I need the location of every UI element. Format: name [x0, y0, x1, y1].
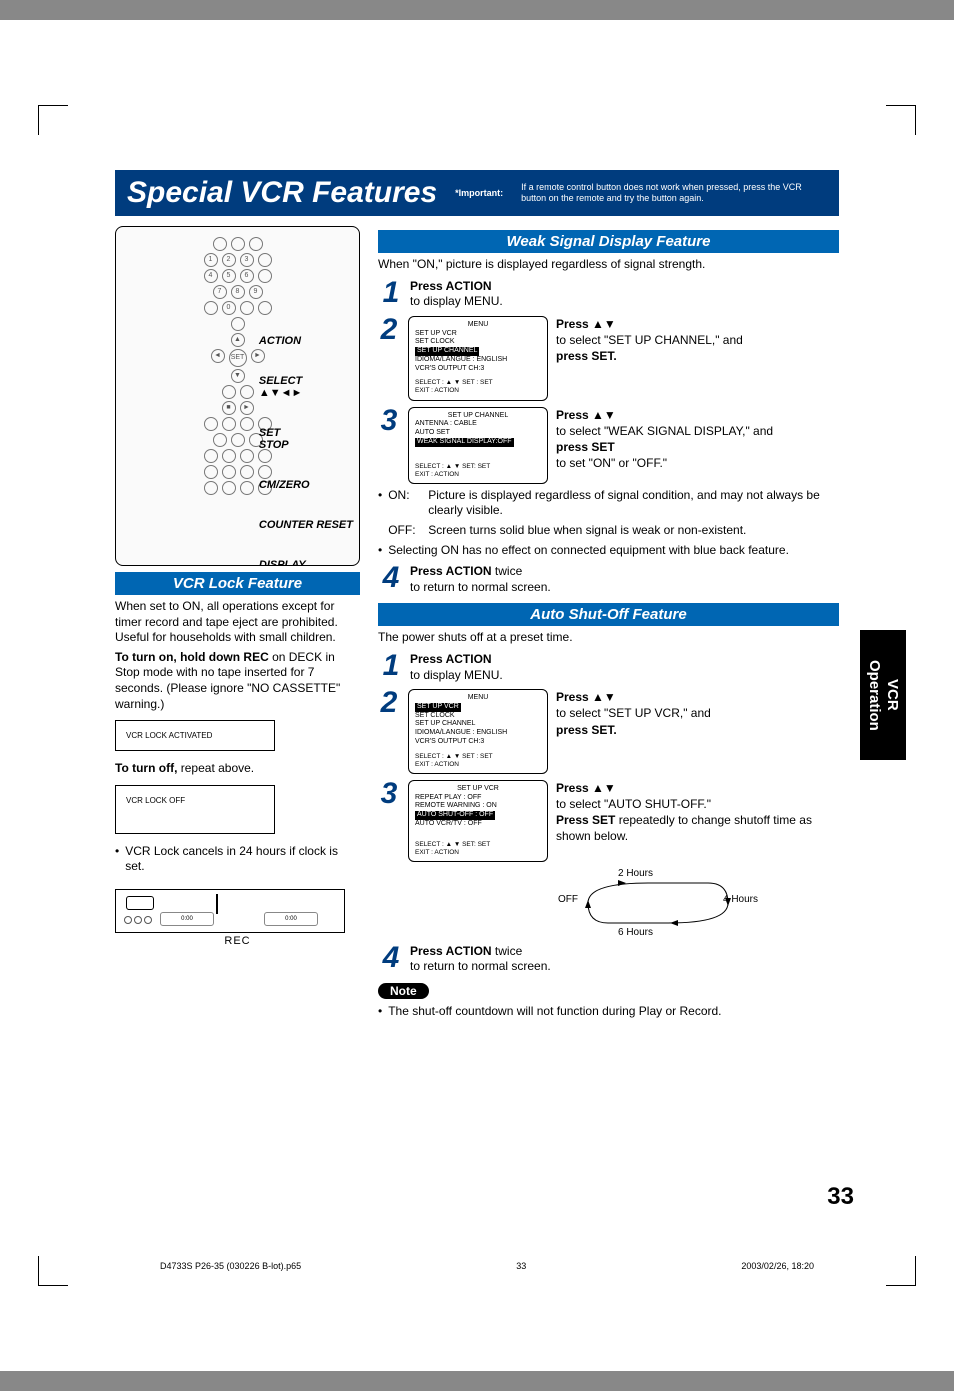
- deck-diagram: 0:00 0:00: [115, 889, 345, 933]
- remote-label: DISPLAY: [259, 559, 353, 566]
- note-bullet: The shut-off countdown will not function…: [378, 1004, 839, 1020]
- vcr-lock-bullet: VCR Lock cancels in 24 hours if clock is…: [115, 844, 360, 875]
- weak-step-3: 3 SET UP CHANNEL ANTENNA : CABLE AUTO SE…: [378, 407, 839, 484]
- crop-mark: [886, 105, 916, 135]
- footer: D4733S P26-35 (030226 B-lot).p65 33 2003…: [160, 1261, 814, 1271]
- auto-step-1: 1 Press ACTIONto display MENU.: [378, 652, 839, 683]
- cycle-4h: 4 Hours: [723, 894, 758, 905]
- cycle-diagram: OFF 2 Hours 4 Hours 6 Hours: [558, 868, 758, 938]
- weak-step-1: 1 Press ACTIONto display MENU.: [378, 279, 839, 310]
- vcr-lock-intro: When set to ON, all operations except fo…: [115, 599, 360, 646]
- crop-mark: [886, 1256, 916, 1286]
- weak-step-2: 2 MENU SET UP VCR SET CLOCK SET UP CHANN…: [378, 316, 839, 401]
- page-title: Special VCR Features: [127, 176, 437, 210]
- remote-label: SELECT▲▼◄►: [259, 375, 353, 399]
- cycle-2h: 2 Hours: [618, 868, 653, 879]
- remote-labels: ACTION SELECT▲▼◄► SETSTOP CM/ZERO COUNTE…: [259, 335, 353, 566]
- menu-screen: SET UP VCR REPEAT PLAY : OFF REMOTE WARN…: [408, 780, 548, 862]
- left-column: 123 456 789 0 ▲ ◄SET► ▼ ■►: [115, 226, 360, 1020]
- page-number: 33: [827, 1183, 854, 1211]
- cycle-off: OFF: [558, 894, 578, 905]
- cycle-6h: 6 Hours: [618, 927, 653, 938]
- menu-screen: SET UP CHANNEL ANTENNA : CABLE AUTO SET …: [408, 407, 548, 484]
- crop-mark: [38, 105, 68, 135]
- footer-filename: D4733S P26-35 (030226 B-lot).p65: [160, 1261, 301, 1271]
- note-pill: Note: [378, 983, 429, 999]
- weak-off: •OFF:Screen turns solid blue when signal…: [378, 523, 839, 539]
- auto-shutoff-heading: Auto Shut-Off Feature: [378, 603, 839, 626]
- vcr-lock-heading: VCR Lock Feature: [115, 572, 360, 595]
- important-text: If a remote control button does not work…: [521, 182, 827, 204]
- remote-diagram: 123 456 789 0 ▲ ◄SET► ▼ ■►: [115, 226, 360, 566]
- footer-page: 33: [516, 1261, 526, 1271]
- deck-label: REC: [115, 935, 360, 947]
- weak-signal-heading: Weak Signal Display Feature: [378, 230, 839, 253]
- remote-label: ACTION: [259, 335, 353, 347]
- auto-step-2: 2 MENU SET UP VCR SET CLOCK SET UP CHANN…: [378, 689, 839, 774]
- side-tab: VCROperation: [860, 630, 906, 760]
- vcr-lock-on-box: VCR LOCK ACTIVATED: [115, 720, 275, 751]
- vcr-lock-turn-off: To turn off, repeat above.: [115, 761, 360, 777]
- remote-label: SETSTOP: [259, 427, 353, 451]
- weak-step-4: 4 Press ACTION twiceto return to normal …: [378, 564, 839, 595]
- crop-mark: [38, 1256, 68, 1286]
- important-label: *Important:: [455, 188, 503, 198]
- weak-on: •ON:Picture is displayed regardless of s…: [378, 488, 839, 519]
- auto-shutoff-intro: The power shuts off at a preset time.: [378, 630, 839, 646]
- weak-bullet: Selecting ON has no effect on connected …: [378, 543, 839, 559]
- remote-label: CM/ZERO: [259, 479, 353, 491]
- auto-step-4: 4 Press ACTION twiceto return to normal …: [378, 944, 839, 975]
- vcr-lock-off-box: VCR LOCK OFF: [115, 785, 275, 834]
- menu-screen: MENU SET UP VCR SET CLOCK SET UP CHANNEL…: [408, 689, 548, 774]
- cycle-arrows-icon: [578, 878, 738, 928]
- footer-date: 2003/02/26, 18:20: [741, 1261, 814, 1271]
- content: 123 456 789 0 ▲ ◄SET► ▼ ■►: [115, 226, 839, 1020]
- page: Special VCR Features *Important: If a re…: [0, 20, 954, 1371]
- remote-label: COUNTER RESET: [259, 519, 353, 531]
- weak-signal-intro: When "ON," picture is displayed regardle…: [378, 257, 839, 273]
- right-column: Weak Signal Display Feature When "ON," p…: [378, 226, 839, 1020]
- auto-step-3: 3 SET UP VCR REPEAT PLAY : OFF REMOTE WA…: [378, 780, 839, 862]
- menu-screen: MENU SET UP VCR SET CLOCK SET UP CHANNEL…: [408, 316, 548, 401]
- vcr-lock-turn-on: To turn on, hold down REC on DECK in Sto…: [115, 650, 360, 712]
- title-bar: Special VCR Features *Important: If a re…: [115, 170, 839, 216]
